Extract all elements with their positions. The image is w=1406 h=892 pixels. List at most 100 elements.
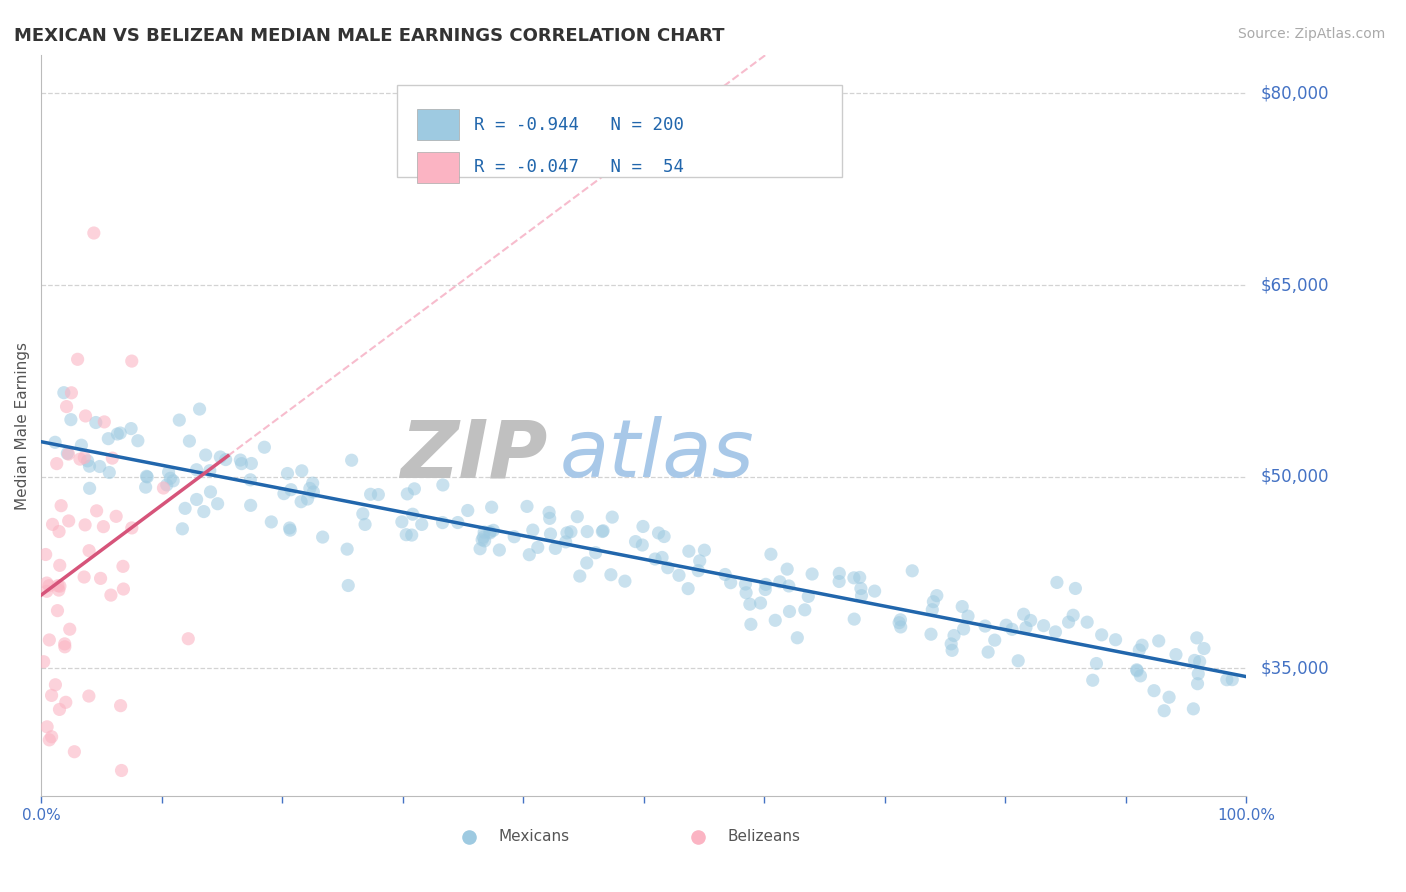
- Point: [600, 567, 623, 582]
- Point: [77, 543, 100, 558]
- Point: [58, 447, 80, 461]
- Point: [941, 637, 963, 651]
- Point: [34, 548, 56, 562]
- Point: [974, 619, 997, 633]
- Point: [754, 582, 776, 597]
- Point: [544, 541, 567, 556]
- Point: [273, 486, 295, 500]
- Point: [538, 505, 561, 519]
- Point: [48, 583, 70, 598]
- Text: $50,000: $50,000: [1261, 467, 1329, 485]
- Point: [84, 416, 107, 430]
- Point: [101, 451, 124, 466]
- Point: [734, 577, 756, 591]
- Point: [474, 533, 496, 548]
- Point: [755, 577, 778, 591]
- Point: [66, 352, 89, 367]
- Point: [37, 720, 59, 734]
- Point: [526, 541, 548, 555]
- Point: [38, 579, 60, 593]
- Point: [478, 524, 501, 539]
- Point: [352, 507, 374, 521]
- Point: [38, 732, 60, 747]
- Point: [79, 481, 101, 495]
- Point: [592, 524, 614, 538]
- Point: [472, 530, 495, 544]
- Point: [801, 567, 824, 582]
- Point: [337, 578, 360, 592]
- Point: [177, 632, 200, 646]
- Point: [848, 570, 870, 584]
- Point: [1130, 638, 1153, 652]
- Point: [127, 434, 149, 448]
- Point: [240, 457, 263, 471]
- Point: [97, 432, 120, 446]
- Point: [1081, 673, 1104, 688]
- Point: [554, 534, 576, 549]
- Point: [172, 522, 194, 536]
- Point: [59, 412, 82, 426]
- Point: [1001, 622, 1024, 636]
- Point: [401, 528, 423, 542]
- Point: [657, 560, 679, 574]
- Point: [472, 525, 495, 540]
- Text: $65,000: $65,000: [1261, 277, 1329, 294]
- Point: [411, 517, 433, 532]
- Point: [1015, 621, 1038, 635]
- Point: [44, 678, 66, 692]
- Point: [48, 558, 70, 573]
- Point: [844, 612, 866, 626]
- Point: [779, 605, 801, 619]
- Point: [49, 579, 72, 593]
- Point: [925, 589, 948, 603]
- Point: [46, 604, 69, 618]
- Point: [1062, 608, 1084, 623]
- Point: [863, 584, 886, 599]
- Point: [159, 471, 181, 485]
- Point: [749, 596, 772, 610]
- Point: [1157, 690, 1180, 705]
- Point: [90, 571, 112, 585]
- Point: [652, 529, 675, 543]
- Point: [1128, 643, 1150, 657]
- Point: [922, 595, 945, 609]
- Point: [952, 622, 974, 636]
- Point: [100, 588, 122, 602]
- Point: [98, 466, 121, 480]
- Point: [956, 609, 979, 624]
- Point: [46, 579, 69, 593]
- Point: [49, 499, 72, 513]
- Point: [738, 597, 761, 611]
- Point: [53, 640, 76, 654]
- Point: [1032, 618, 1054, 632]
- Point: [45, 457, 67, 471]
- Point: [786, 631, 808, 645]
- Point: [194, 448, 217, 462]
- Point: [367, 487, 389, 501]
- Point: [647, 526, 669, 541]
- Point: [60, 385, 83, 400]
- Point: [1046, 575, 1069, 590]
- Point: [1188, 655, 1211, 669]
- Point: [156, 478, 179, 492]
- Point: [576, 524, 599, 539]
- Point: [135, 469, 157, 483]
- Point: [229, 453, 252, 467]
- Point: [179, 434, 201, 448]
- Point: [471, 533, 494, 547]
- Point: [517, 548, 540, 562]
- Point: [921, 603, 943, 617]
- Point: [555, 525, 578, 540]
- Point: [1185, 631, 1208, 645]
- Point: [56, 446, 79, 460]
- Point: [52, 385, 75, 400]
- Point: [644, 552, 666, 566]
- Point: [631, 519, 654, 533]
- Point: [1187, 676, 1209, 690]
- Point: [58, 514, 80, 528]
- Text: R = -0.047   N =  54: R = -0.047 N = 54: [474, 158, 683, 177]
- Point: [1147, 634, 1170, 648]
- Point: [55, 400, 77, 414]
- Point: [360, 487, 382, 501]
- Point: [482, 524, 505, 538]
